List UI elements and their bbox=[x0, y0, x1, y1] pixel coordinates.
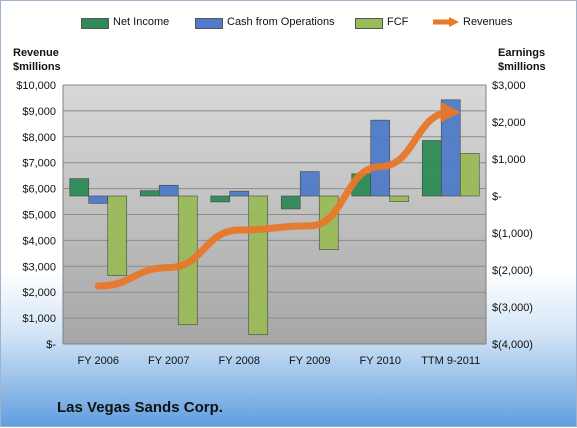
x-tick-label: FY 2006 bbox=[78, 355, 119, 367]
x-tick-label: FY 2008 bbox=[219, 355, 260, 367]
right-tick-label: $(4,000) bbox=[492, 339, 533, 351]
point-revenues bbox=[168, 267, 170, 269]
x-tick-label: TTM 9-2011 bbox=[421, 355, 480, 367]
legend: Net Income Cash from Operations FCF Revenue… bbox=[1, 15, 577, 33]
legend-label: Net Income bbox=[113, 16, 170, 28]
bar-net-income bbox=[139, 190, 160, 197]
right-tick-label: $(1,000) bbox=[492, 228, 533, 240]
legend-label: FCF bbox=[387, 16, 409, 28]
bar-net-income bbox=[421, 140, 442, 197]
left-tick-label: $2,000 bbox=[22, 287, 56, 299]
legend-label: Revenues bbox=[463, 16, 513, 28]
right-tick-label: $(2,000) bbox=[492, 265, 533, 277]
legend-swatch bbox=[195, 18, 223, 29]
right-tick-label: $3,000 bbox=[492, 80, 526, 92]
x-tick-label: FY 2009 bbox=[289, 355, 330, 367]
right-tick-label: $(3,000) bbox=[492, 302, 533, 314]
x-tick-label: FY 2007 bbox=[148, 355, 189, 367]
left-tick-label: $9,000 bbox=[22, 106, 56, 118]
bar-net-income bbox=[210, 195, 231, 203]
bar-fcf bbox=[248, 195, 269, 336]
bar-net-income bbox=[280, 195, 301, 210]
right-tick-label: $1,000 bbox=[492, 154, 526, 166]
left-tick-label: $1,000 bbox=[22, 313, 56, 325]
bar-cash-from-operations bbox=[299, 171, 320, 197]
bar-net-income bbox=[69, 178, 90, 197]
left-tick-label: $4,000 bbox=[22, 235, 56, 247]
left-tick-label: $5,000 bbox=[22, 210, 56, 222]
x-tick-label: FY 2010 bbox=[360, 355, 401, 367]
point-revenues bbox=[379, 166, 381, 168]
left-tick-label: $3,000 bbox=[22, 261, 56, 273]
bar-cash-from-operations bbox=[440, 99, 461, 197]
legend-swatch bbox=[355, 18, 383, 29]
legend-label: Cash from Operations bbox=[227, 16, 335, 28]
left-tick-label: $- bbox=[46, 339, 56, 351]
bar-fcf bbox=[459, 153, 480, 197]
left-axis-title: Revenue $millions bbox=[13, 47, 61, 73]
company-name: Las Vegas Sands Corp. bbox=[57, 399, 223, 416]
series-line-revenues bbox=[94, 101, 462, 290]
right-axis-title: Earnings $millions bbox=[498, 47, 546, 73]
left-tick-label: $7,000 bbox=[22, 158, 56, 170]
bar-fcf bbox=[107, 195, 128, 276]
left-tick-label: $8,000 bbox=[22, 132, 56, 144]
point-revenues bbox=[450, 111, 452, 113]
left-tick-label: $10,000 bbox=[16, 80, 56, 92]
bar-fcf bbox=[389, 195, 410, 202]
point-revenues bbox=[97, 285, 99, 287]
bar-cash-from-operations bbox=[229, 190, 250, 197]
left-tick-label: $6,000 bbox=[22, 184, 56, 196]
right-tick-label: $- bbox=[492, 191, 502, 203]
legend-swatch bbox=[81, 18, 109, 29]
point-revenues bbox=[309, 225, 311, 227]
point-revenues bbox=[238, 229, 240, 231]
bar-cash-from-operations bbox=[88, 195, 109, 204]
right-tick-label: $2,000 bbox=[492, 117, 526, 129]
bar-cash-from-operations bbox=[158, 184, 179, 197]
bar-cash-from-operations bbox=[370, 119, 391, 197]
